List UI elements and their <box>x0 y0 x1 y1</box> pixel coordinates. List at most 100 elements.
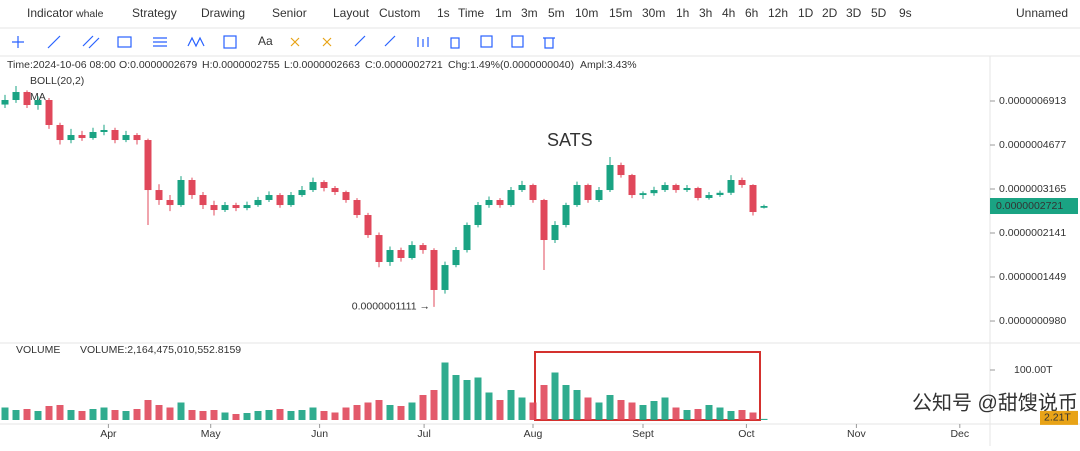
volume-bar <box>276 409 284 420</box>
volume-bar <box>617 400 625 420</box>
volume-bar <box>210 410 218 420</box>
trash-icon[interactable] <box>543 37 555 49</box>
volume-bar <box>232 414 240 420</box>
candle-body <box>584 185 592 201</box>
y-tick-label: 0.0000003165 <box>999 183 1066 195</box>
magnet-icon[interactable] <box>290 37 300 47</box>
chart-annotation: SATS <box>547 130 593 150</box>
volume-bar <box>89 409 97 420</box>
layout-name[interactable]: Unnamed <box>1016 6 1068 20</box>
candle-body <box>331 187 339 193</box>
volume-bar <box>133 409 141 420</box>
toolbar-item[interactable]: whale <box>75 8 104 20</box>
volume-bar <box>452 375 460 420</box>
wave-icon[interactable] <box>187 36 205 48</box>
interval-button[interactable]: 9s <box>899 6 912 20</box>
candle-body <box>760 206 768 208</box>
note-icon[interactable] <box>480 35 493 48</box>
candle-body <box>1 100 9 105</box>
interval-button[interactable]: 12h <box>768 6 788 20</box>
candle-body <box>529 185 537 201</box>
interval-button[interactable]: 3D <box>846 6 862 20</box>
volume-last-tag <box>1040 410 1078 425</box>
candle-body <box>298 190 306 196</box>
volume-bar <box>474 377 482 420</box>
interval-button[interactable]: 4h <box>722 6 735 20</box>
volume-bar <box>243 413 251 420</box>
interval-button[interactable]: 30m <box>642 6 665 20</box>
candle-body <box>386 250 394 263</box>
interval-button[interactable]: 10m <box>575 6 598 20</box>
brush-icon[interactable] <box>384 35 396 47</box>
toolbar-item[interactable]: Strategy <box>132 6 177 20</box>
toolbar-item[interactable]: Time <box>458 6 485 20</box>
alert-icon[interactable] <box>450 37 460 49</box>
y-tick-label: 0.0000006913 <box>999 95 1066 107</box>
volume-bar <box>540 385 548 420</box>
volume-bar <box>485 392 493 420</box>
interval-button[interactable]: 1m <box>495 6 512 20</box>
info-field: Ampl:3.43% <box>580 59 637 71</box>
y-tick-label: 0.0000004677 <box>999 139 1066 151</box>
candle-body <box>485 200 493 206</box>
toolbar-item[interactable]: Senior <box>272 6 307 20</box>
channel-icon[interactable] <box>82 35 100 49</box>
volume-bar <box>749 412 757 420</box>
candle-body <box>155 190 163 201</box>
toolbar-item[interactable]: Layout <box>333 6 370 20</box>
candle-body <box>287 195 295 206</box>
interval-button[interactable]: 15m <box>609 6 632 20</box>
candle-body <box>144 140 152 191</box>
x-tick-label: Oct <box>738 428 754 440</box>
interval-button[interactable]: 1D <box>798 6 814 20</box>
last-price-label: 0.0000002721 <box>996 200 1063 212</box>
candle-body <box>243 205 251 209</box>
interval-button[interactable]: 5D <box>871 6 887 20</box>
candle-body <box>738 180 746 186</box>
toolbar-item[interactable]: Custom <box>379 6 420 20</box>
candle-body <box>353 200 361 216</box>
toolbar-item[interactable]: 1s <box>437 6 450 20</box>
interval-button[interactable]: 6h <box>745 6 758 20</box>
interval-button[interactable]: 5m <box>548 6 565 20</box>
interval-button[interactable]: 2D <box>822 6 838 20</box>
volume-bar <box>705 405 713 420</box>
toolbar-item[interactable]: Drawing <box>201 6 245 20</box>
edit-icon[interactable] <box>511 35 524 48</box>
volume-bar <box>221 412 229 420</box>
interval-button[interactable]: 3h <box>699 6 712 20</box>
volume-bar <box>727 411 735 420</box>
ruler-icon[interactable] <box>354 35 366 47</box>
lock-icon[interactable] <box>322 37 332 47</box>
measure-icon[interactable] <box>223 35 237 49</box>
crosshair-icon[interactable] <box>12 36 24 48</box>
volume-bar <box>628 402 636 420</box>
toolbar-item[interactable]: Indicator <box>27 6 73 20</box>
candle-body <box>551 224 559 241</box>
candle-icon[interactable] <box>417 37 429 47</box>
candle-body <box>78 135 86 139</box>
volume-bar <box>562 385 570 420</box>
text-tool[interactable]: Aa <box>258 34 273 48</box>
volume-bar <box>287 411 295 420</box>
volume-bar <box>584 397 592 420</box>
volume-bar <box>738 410 746 420</box>
line-icon[interactable] <box>47 35 61 49</box>
candle-body <box>34 100 42 106</box>
candle-body <box>606 165 614 191</box>
fib-icon[interactable] <box>153 37 167 47</box>
interval-button[interactable]: 3m <box>521 6 538 20</box>
volume-bar <box>639 405 647 420</box>
candle-body <box>672 185 680 191</box>
candle-body <box>100 130 108 132</box>
volume-bar <box>661 397 669 420</box>
volume-bar <box>672 407 680 420</box>
candle-body <box>89 131 97 139</box>
interval-button[interactable]: 1h <box>676 6 689 20</box>
rect-icon[interactable] <box>117 36 132 48</box>
volume-bar <box>419 395 427 420</box>
volume-bar <box>364 402 372 420</box>
volume-bar <box>1 407 9 420</box>
